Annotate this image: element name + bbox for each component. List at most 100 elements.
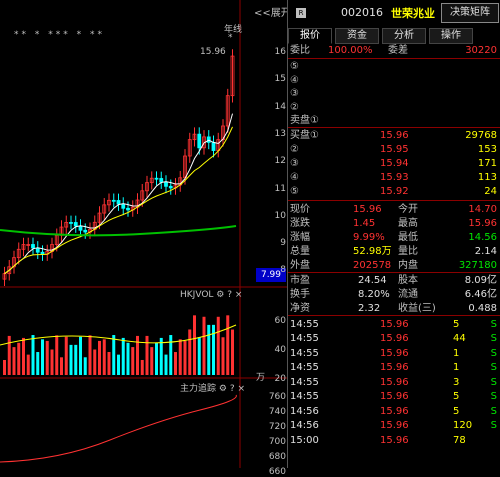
stats-label: 换手 xyxy=(290,288,310,300)
close-icon[interactable]: × xyxy=(234,290,243,300)
panel-separator xyxy=(288,199,500,201)
candle-body xyxy=(164,181,168,187)
volume-bar xyxy=(150,347,154,375)
quote-value: 52.98万 xyxy=(353,245,392,257)
buy-price: 15.92 xyxy=(380,185,409,197)
buy-label: ③ xyxy=(290,157,299,169)
price-axis-tick: 11 xyxy=(274,183,286,194)
buy-volume: 113 xyxy=(477,171,497,183)
quote-row: 总量 52.98万 量比 2.14 xyxy=(288,244,500,259)
buy-price: 15.93 xyxy=(380,171,409,183)
main-force-axis-tick: 660 xyxy=(268,467,286,477)
buy-price: 15.96 xyxy=(380,129,409,141)
sell-label: ④ xyxy=(290,74,299,86)
volume-bar xyxy=(164,354,168,375)
quote-header: R 002016 世荣兆业 决策矩阵 xyxy=(288,0,500,26)
volume-bar xyxy=(55,335,59,375)
volume-bar xyxy=(216,316,220,375)
quote-value: 14.70 xyxy=(468,203,497,215)
tick-price: 15.96 xyxy=(380,405,409,417)
candle-body xyxy=(121,203,126,209)
volume-indicator-label[interactable]: HKJVOL ⚙ ? × xyxy=(180,290,242,300)
year-line-marker: * xyxy=(228,33,233,43)
expand-button[interactable]: <<展开 xyxy=(254,8,291,19)
weibi-label: 委比 xyxy=(290,45,310,56)
sell-row: ④ xyxy=(288,73,500,88)
close-icon[interactable]: × xyxy=(237,384,246,394)
volume-bar xyxy=(69,344,73,375)
tick-direction: S xyxy=(490,420,497,431)
stats-label: 净资 xyxy=(290,302,310,314)
volume-bar xyxy=(145,335,149,375)
main-force-axis-tick: 760 xyxy=(268,392,286,402)
tick-direction: S xyxy=(490,376,497,388)
candle-body xyxy=(126,207,130,211)
main-force-indicator-label[interactable]: 主力追踪 ⚙ ? × xyxy=(180,381,245,394)
tab-1[interactable]: 资金 xyxy=(335,28,379,44)
candle-body xyxy=(197,133,202,149)
tab-0[interactable]: 报价 xyxy=(288,28,332,44)
tick-volume: 5 xyxy=(453,405,460,417)
weicha-label: 委差 xyxy=(388,45,408,56)
quote-row: 涨幅 9.99% 最低 14.56 xyxy=(288,230,500,245)
tab-2[interactable]: 分析 xyxy=(382,28,426,44)
candle-body xyxy=(187,139,192,157)
quote-value: 202578 xyxy=(353,259,392,271)
candle-body xyxy=(145,182,149,192)
quote-value: 327180 xyxy=(458,259,497,271)
volume-bar xyxy=(193,315,196,375)
sell-row: ② xyxy=(288,100,500,115)
volume-bar xyxy=(17,342,21,375)
candle-body xyxy=(12,257,16,268)
candle-body xyxy=(40,251,45,255)
candle-body xyxy=(21,244,26,250)
main-force-axis-tick: 720 xyxy=(268,422,286,432)
volume-bar xyxy=(159,337,163,375)
tick-volume: 120 xyxy=(453,420,473,431)
candle-body xyxy=(154,177,159,180)
tick-row: 14:55 15.96 5 S xyxy=(288,389,500,404)
volume-bar xyxy=(45,340,49,375)
help-icon[interactable]: ? xyxy=(229,384,235,394)
buy-row: ⑤ 15.92 24 xyxy=(288,184,500,199)
tick-direction: S xyxy=(490,333,497,344)
tick-direction: S xyxy=(490,347,497,359)
volume-bar xyxy=(155,342,158,375)
candle-body xyxy=(168,185,173,189)
volume-bar xyxy=(178,339,182,375)
buy-label: ② xyxy=(290,143,299,155)
kline-chart[interactable] xyxy=(0,0,287,468)
quote-label: 量比 xyxy=(398,245,418,257)
main-force-axis-tick: 680 xyxy=(268,452,286,462)
buy-volume: 171 xyxy=(477,157,497,169)
tab-3[interactable]: 操作 xyxy=(429,28,473,44)
volume-bar xyxy=(88,335,92,375)
stats-value: 8.09亿 xyxy=(464,274,497,286)
candle-body xyxy=(31,244,35,249)
settings-icon[interactable]: ⚙ xyxy=(216,290,225,300)
volume-axis-tick: 40 xyxy=(274,345,286,355)
volume-unit: 万 xyxy=(256,373,266,383)
quote-label: 最高 xyxy=(398,217,418,229)
panel-tabs: 报价 资金 分析 操作 xyxy=(288,28,500,44)
tick-row: 14:55 15.96 44 S xyxy=(288,331,500,346)
quote-label: 内盘 xyxy=(398,259,418,271)
settings-icon[interactable]: ⚙ xyxy=(218,384,227,394)
stock-name: 世荣兆业 xyxy=(391,7,435,20)
tick-volume: 5 xyxy=(453,318,460,330)
volume-bar xyxy=(60,357,63,375)
quote-value: 1.45 xyxy=(353,217,376,229)
candle-body xyxy=(211,141,216,151)
tick-time: 14:55 xyxy=(290,318,319,330)
decision-matrix-button[interactable]: 决策矩阵 xyxy=(441,3,499,23)
quote-value: 14.56 xyxy=(468,231,497,243)
help-icon[interactable]: ? xyxy=(227,290,233,300)
tick-price: 15.96 xyxy=(380,362,409,373)
year-line-label: 年线 xyxy=(224,25,243,35)
volume-bar xyxy=(79,336,82,375)
tick-price: 15.96 xyxy=(380,333,409,344)
quote-panel: R 002016 世荣兆业 决策矩阵 报价 资金 分析 操作 委比 100.00% 委差 3… xyxy=(287,0,500,468)
quote-label: 现价 xyxy=(290,203,310,215)
candle-body xyxy=(225,95,230,127)
buy-volume: 29768 xyxy=(465,129,497,141)
